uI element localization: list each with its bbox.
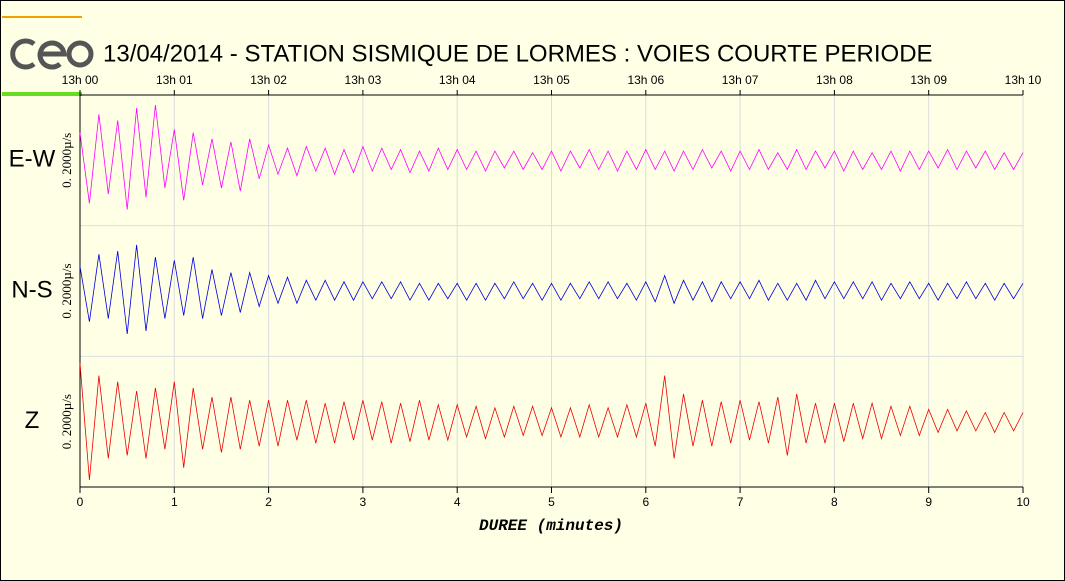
x-tick-label: 7 bbox=[737, 495, 744, 509]
logo-a bbox=[66, 40, 94, 68]
top-tick-label: 13h 07 bbox=[722, 73, 759, 87]
channel-label: N-S bbox=[11, 276, 52, 303]
x-tick-label: 0 bbox=[77, 495, 84, 509]
top-tick-label: 13h 09 bbox=[910, 73, 947, 87]
scale-label: 0. 2000µ/s bbox=[59, 263, 74, 318]
trace bbox=[79, 244, 1024, 335]
scale-label: 0. 2000µ/s bbox=[59, 133, 74, 188]
top-tick-label: 13h 06 bbox=[627, 73, 664, 87]
top-tick-label: 13h 03 bbox=[345, 73, 382, 87]
top-tick-label: 13h 04 bbox=[439, 73, 476, 87]
logo-e bbox=[37, 40, 67, 70]
x-tick-label: 1 bbox=[171, 495, 178, 509]
x-axis-label: DUREE (minutes) bbox=[479, 517, 623, 535]
x-tick-label: 6 bbox=[642, 495, 649, 509]
channel-label: Z bbox=[25, 407, 40, 434]
x-tick-label: 10 bbox=[1016, 495, 1030, 509]
top-tick-label: 13h 10 bbox=[1005, 73, 1042, 87]
top-tick-label: 13h 00 bbox=[62, 73, 99, 87]
scale-label: 0. 2000µ/s bbox=[59, 394, 74, 449]
x-tick-label: 3 bbox=[360, 495, 367, 509]
top-tick-label: 13h 05 bbox=[533, 73, 570, 87]
x-tick-label: 5 bbox=[548, 495, 555, 509]
x-tick-label: 4 bbox=[454, 495, 461, 509]
trace bbox=[79, 105, 1024, 210]
top-tick-label: 13h 08 bbox=[816, 73, 853, 87]
x-tick-label: 8 bbox=[831, 495, 838, 509]
top-tick-label: 13h 01 bbox=[156, 73, 193, 87]
chart-title: 13/04/2014 - STATION SISMIQUE DE LORMES … bbox=[103, 40, 933, 67]
logo-c bbox=[10, 38, 36, 70]
trace bbox=[79, 363, 1024, 481]
x-tick-label: 2 bbox=[265, 495, 272, 509]
logo bbox=[10, 38, 94, 70]
top-tick-label: 13h 02 bbox=[250, 73, 287, 87]
x-tick-label: 9 bbox=[925, 495, 932, 509]
channel-label: E-W bbox=[9, 146, 56, 173]
